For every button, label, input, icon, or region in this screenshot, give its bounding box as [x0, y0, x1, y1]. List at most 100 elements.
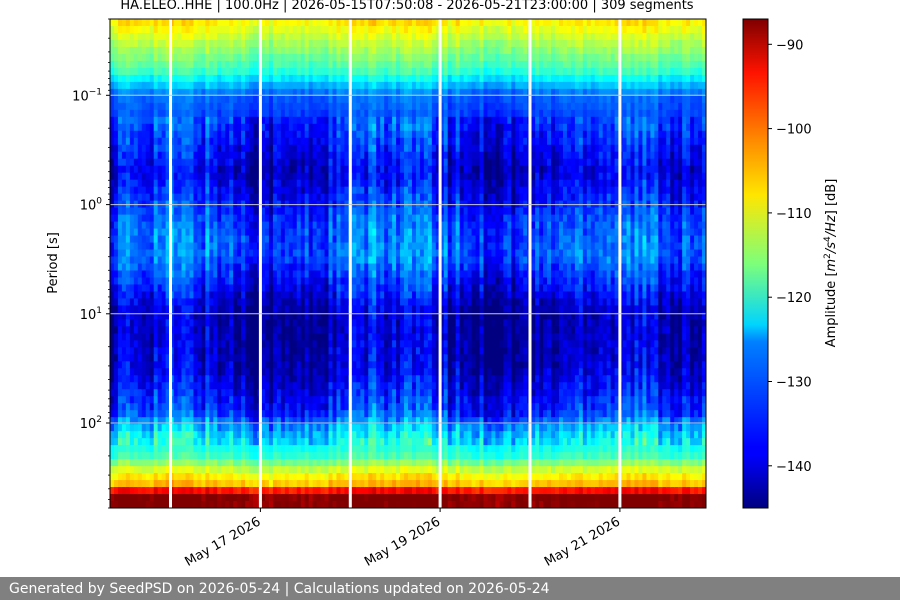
- heatmap-cell: [264, 487, 270, 495]
- heatmap-cell: [205, 46, 210, 55]
- heatmap-cell: [356, 116, 361, 125]
- heatmap-cell: [141, 32, 147, 41]
- heatmap-cell: [165, 424, 171, 432]
- heatmap-cell: [241, 445, 246, 453]
- heatmap-cell: [312, 235, 318, 244]
- heatmap-cell: [225, 263, 230, 272]
- heatmap-cell: [125, 305, 131, 313]
- heatmap-cell: [328, 361, 334, 369]
- heatmap-cell: [312, 277, 318, 286]
- heatmap-cell: [332, 53, 338, 62]
- heatmap-cell: [312, 88, 318, 97]
- heatmap-cell: [304, 284, 310, 293]
- heatmap-cell: [221, 319, 226, 327]
- heatmap-cell: [217, 431, 222, 439]
- heatmap-cell: [384, 312, 389, 320]
- heatmap-cell: [292, 242, 298, 251]
- heatmap-cell: [292, 39, 298, 48]
- heatmap-cell: [201, 19, 206, 27]
- heatmap-cell: [233, 494, 238, 502]
- heatmap-cell: [165, 466, 171, 474]
- heatmap-cell: [201, 53, 206, 62]
- heatmap-cell: [292, 445, 298, 453]
- heatmap-cell: [260, 249, 266, 258]
- heatmap-cell: [245, 32, 250, 41]
- heatmap-cell: [153, 221, 159, 230]
- heatmap-cell: [149, 46, 155, 55]
- heatmap-cell: [233, 151, 238, 160]
- heatmap-cell: [249, 25, 254, 34]
- heatmap-cell: [141, 487, 147, 495]
- heatmap-cell: [380, 424, 385, 432]
- heatmap-cell: [280, 501, 286, 508]
- heatmap-cell: [137, 46, 143, 55]
- heatmap-cell: [312, 221, 318, 230]
- heatmap-cell: [340, 319, 346, 327]
- heatmap-cell: [304, 361, 310, 369]
- heatmap-cell: [253, 410, 258, 418]
- heatmap-cell: [181, 382, 187, 390]
- heatmap-cell: [332, 375, 338, 383]
- heatmap-cell: [264, 19, 270, 27]
- heatmap-cell: [141, 130, 147, 139]
- heatmap-cell: [280, 487, 286, 495]
- heatmap-cell: [372, 396, 377, 404]
- heatmap-cell: [117, 151, 123, 160]
- heatmap-cell: [364, 487, 369, 495]
- heatmap-cell: [372, 354, 377, 362]
- heatmap-cell: [153, 151, 159, 160]
- heatmap-cell: [384, 221, 389, 230]
- heatmap-cell: [280, 95, 286, 104]
- heatmap-cell: [225, 102, 230, 111]
- heatmap-cell: [388, 109, 393, 118]
- heatmap-cell: [137, 242, 143, 251]
- heatmap-cell: [141, 438, 147, 446]
- heatmap-cell: [260, 256, 266, 265]
- heatmap-cell: [201, 284, 206, 293]
- heatmap-cell: [217, 235, 222, 244]
- heatmap-cell: [308, 116, 314, 125]
- heatmap-cell: [368, 452, 373, 460]
- heatmap-cell: [205, 410, 210, 418]
- heatmap-cell: [352, 74, 357, 83]
- heatmap-cell: [137, 102, 143, 111]
- heatmap-cell: [205, 130, 210, 139]
- heatmap-cell: [173, 19, 179, 27]
- heatmap-cell: [292, 389, 298, 397]
- heatmap-cell: [376, 333, 381, 341]
- heatmap-cell: [173, 88, 179, 97]
- heatmap-cell: [157, 67, 163, 76]
- heatmap-cell: [253, 424, 258, 432]
- heatmap-cell: [197, 256, 202, 265]
- heatmap-cell: [213, 144, 218, 153]
- heatmap-cell: [205, 179, 210, 188]
- heatmap-cell: [173, 410, 179, 418]
- heatmap-cell: [209, 340, 214, 348]
- heatmap-cell: [117, 333, 123, 341]
- heatmap-cell: [177, 46, 183, 55]
- heatmap-cell: [332, 144, 338, 153]
- heatmap-cell: [384, 354, 389, 362]
- heatmap-cell: [328, 424, 334, 432]
- heatmap-cell: [320, 347, 326, 355]
- heatmap-cell: [113, 39, 119, 48]
- heatmap-cell: [368, 354, 373, 362]
- heatmap-cell: [185, 291, 191, 300]
- heatmap-cell: [272, 326, 278, 334]
- heatmap-cell: [145, 95, 151, 104]
- heatmap-cell: [284, 326, 290, 334]
- heatmap-cell: [284, 95, 290, 104]
- heatmap-cell: [356, 424, 361, 432]
- heatmap-cell: [284, 242, 290, 251]
- heatmap-cell: [316, 102, 322, 111]
- heatmap-cell: [260, 193, 266, 202]
- heatmap-cell: [388, 67, 393, 76]
- heatmap-cell: [356, 193, 361, 202]
- heatmap-cell: [312, 305, 318, 313]
- heatmap-cell: [308, 109, 314, 118]
- heatmap-cell: [312, 193, 318, 202]
- heatmap-cell: [153, 431, 159, 439]
- heatmap-cell: [121, 480, 127, 488]
- heatmap-cell: [300, 431, 306, 439]
- heatmap-cell: [149, 270, 155, 279]
